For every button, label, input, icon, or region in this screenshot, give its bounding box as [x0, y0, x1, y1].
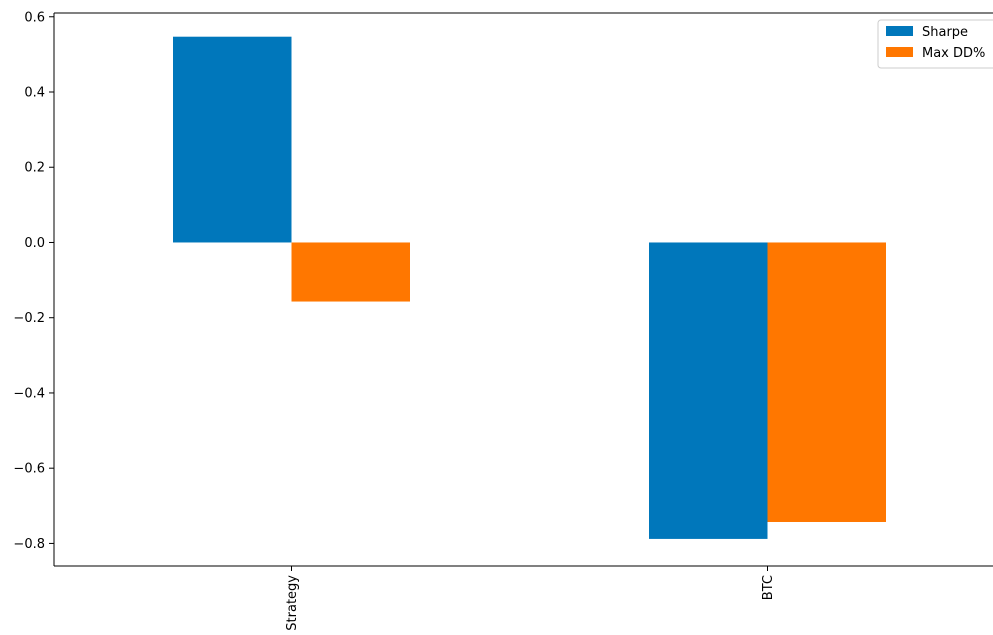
- legend: Sharpe Max DD%: [877, 19, 993, 69]
- legend-swatch: [886, 47, 913, 57]
- y-tick-label: −0.6: [13, 462, 45, 477]
- bar-max-dd-strategy: [291, 242, 410, 302]
- x-tick-label: BTC: [761, 575, 776, 600]
- y-tick-label: −0.8: [13, 537, 45, 552]
- y-tick-label: 0.6: [24, 10, 45, 25]
- y-tick-label: 0.2: [24, 161, 45, 176]
- plot-frame: [53, 12, 993, 567]
- y-tick-label: −0.2: [13, 311, 45, 326]
- legend-swatch: [886, 26, 913, 36]
- x-axis: Strategy BTC: [285, 566, 776, 631]
- y-tick-label: 0.0: [24, 236, 45, 251]
- y-tick-label: −0.4: [13, 386, 45, 401]
- y-axis: 0.6 0.4 0.2 0.0 −0.2 −0.4 −0.6 −0.8: [13, 10, 54, 552]
- bars-layer: [173, 36, 886, 539]
- bar-sharpe-strategy: [173, 36, 292, 243]
- bar-max-dd-btc: [767, 242, 886, 522]
- y-tick-label: 0.4: [24, 86, 45, 101]
- legend-label: Max DD%: [922, 46, 985, 61]
- x-tick-label: Strategy: [285, 575, 300, 631]
- bar-sharpe-btc: [649, 242, 768, 539]
- legend-label: Sharpe: [922, 25, 968, 40]
